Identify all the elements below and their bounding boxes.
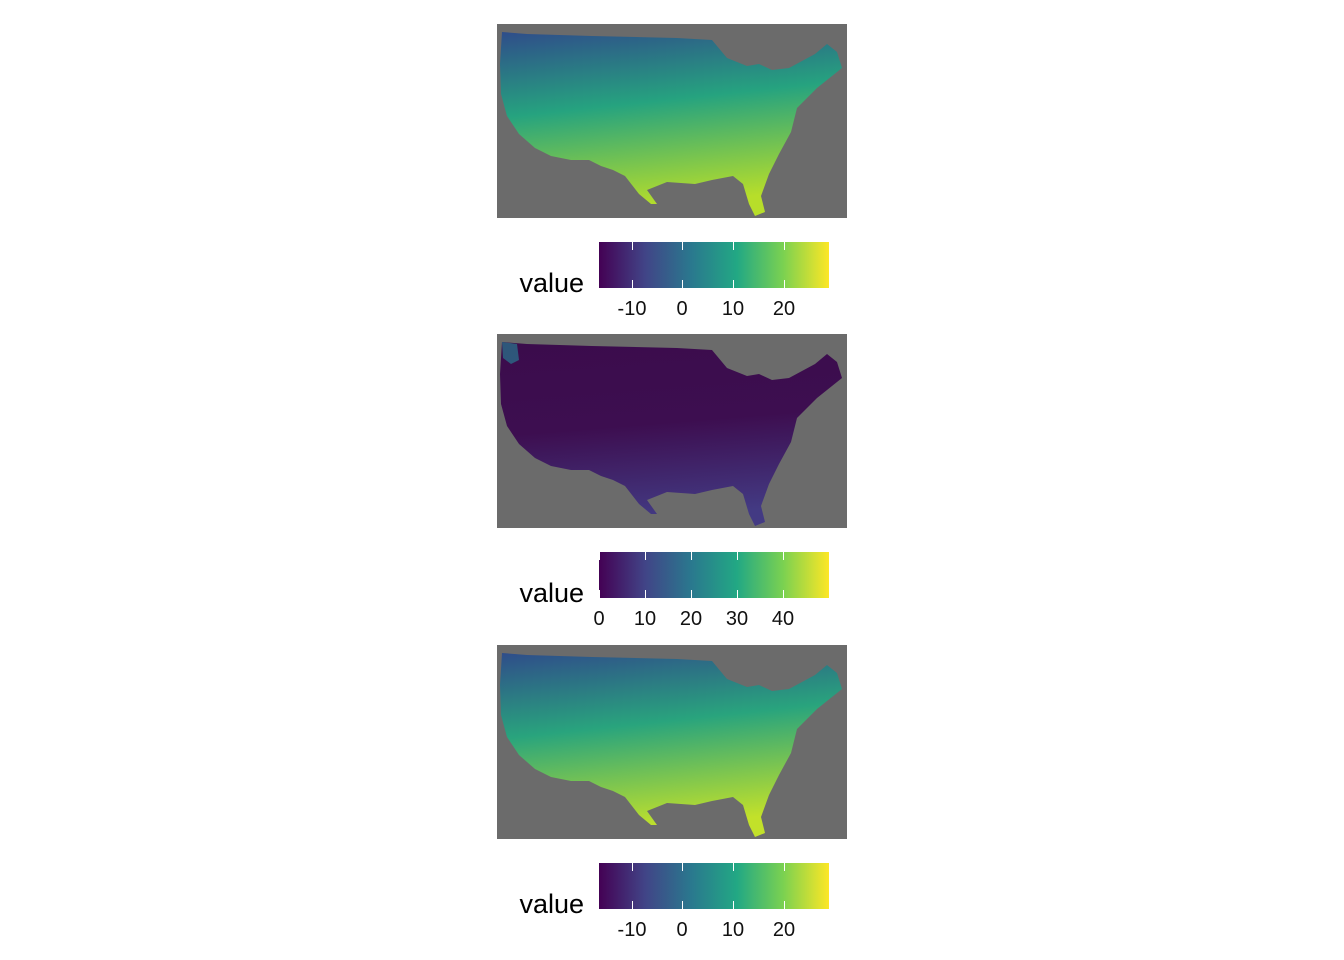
us-map-3	[500, 653, 842, 837]
colorbar-tick-mark	[632, 242, 633, 250]
colorbar-tick-mark	[682, 863, 683, 871]
colorbar-tick-label: 20	[772, 919, 796, 941]
colorbar-tick-mark	[784, 242, 785, 250]
colorbar-tick-label: 10	[721, 298, 745, 320]
us-land-shape	[500, 653, 842, 837]
colorbar-tick-label: 10	[633, 608, 657, 630]
colorbar-tick-mark	[733, 280, 734, 288]
colorbar-tick-mark	[733, 863, 734, 871]
colorbar-tick-label: 20	[772, 298, 796, 320]
legend-title-3: value	[519, 889, 584, 919]
map-panel-3	[497, 645, 847, 839]
colorbar-tick-mark	[691, 552, 692, 560]
colorbar-tick-mark	[682, 242, 683, 250]
colorbar-tick-mark	[691, 590, 692, 598]
colorbar-tick-mark	[737, 552, 738, 560]
colorbar-1	[599, 242, 829, 288]
colorbar-tick-label: 10	[721, 919, 745, 941]
colorbar-tick-label: 0	[593, 608, 605, 630]
colorbar-tick-mark	[632, 280, 633, 288]
map-panel-2	[497, 334, 847, 528]
us-land-shape	[500, 32, 842, 216]
colorbar-tick-mark	[599, 552, 600, 560]
us-land-shape	[500, 342, 842, 526]
colorbar-tick-label: 0	[676, 919, 688, 941]
colorbar-tick-mark	[632, 901, 633, 909]
colorbar-tick-mark	[737, 590, 738, 598]
colorbar-tick-mark	[645, 552, 646, 560]
colorbar-tick-mark	[783, 552, 784, 560]
colorbar-tick-label: 30	[725, 608, 749, 630]
colorbar-tick-mark	[784, 280, 785, 288]
colorbar-tick-label: 0	[676, 298, 688, 320]
colorbar-3	[599, 863, 829, 909]
colorbar-tick-label: -10	[617, 919, 647, 941]
colorbar-tick-label: 20	[679, 608, 703, 630]
colorbar-2	[599, 552, 829, 598]
colorbar-tick-mark	[632, 863, 633, 871]
colorbar-tick-mark	[682, 280, 683, 288]
colorbar-tick-label: 40	[771, 608, 795, 630]
map-panel-1	[497, 24, 847, 218]
colorbar-tick-mark	[784, 863, 785, 871]
colorbar-tick-mark	[682, 901, 683, 909]
legend-title-2: value	[519, 578, 584, 608]
colorbar-tick-mark	[784, 901, 785, 909]
pacific-northwest-highlight	[502, 342, 519, 364]
colorbar-tick-label: -10	[617, 298, 647, 320]
colorbar-tick-mark	[733, 242, 734, 250]
us-map-1	[500, 32, 842, 216]
colorbar-tick-mark	[645, 590, 646, 598]
colorbar-tick-mark	[733, 901, 734, 909]
colorbar-tick-mark	[783, 590, 784, 598]
colorbar-tick-mark	[599, 590, 600, 598]
legend-title-1: value	[519, 268, 584, 298]
us-map-2	[500, 342, 842, 526]
